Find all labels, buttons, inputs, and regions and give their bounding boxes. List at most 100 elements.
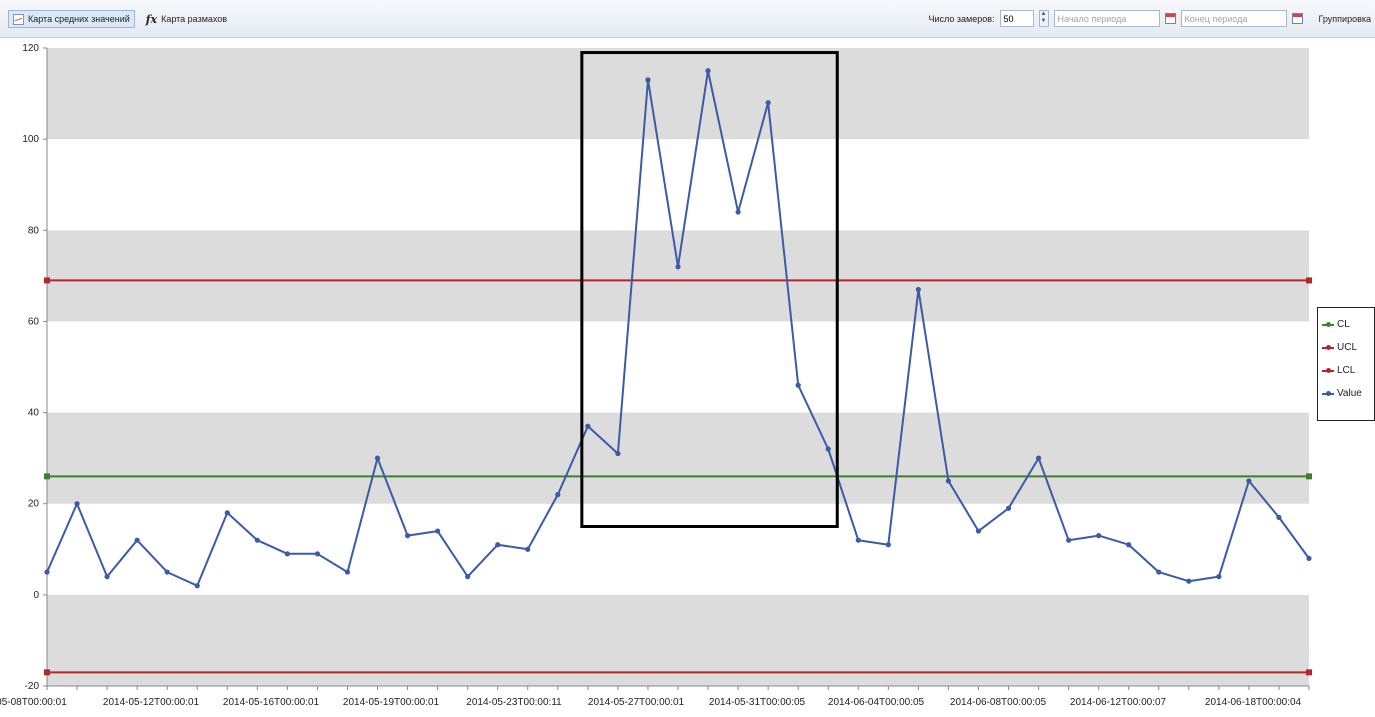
grouping-button[interactable]: Группировка [1318, 13, 1371, 24]
data-point [555, 492, 561, 498]
x-tick-label: 2014-06-18T00:00:04 [1205, 697, 1302, 708]
highlight-box [580, 51, 839, 529]
data-point [675, 264, 681, 270]
data-point [74, 501, 80, 507]
x-tick-label: 2014-05-31T00:00:05 [709, 697, 806, 708]
samples-input[interactable] [999, 10, 1034, 27]
chart-axes: -20 0 20 40 60 80 100 120 4-05-08T00:00:01 2014-0… [0, 43, 1310, 708]
series-point-lcl [44, 669, 50, 676]
y-tick-label: 80 [28, 225, 40, 236]
series-point-cl [1306, 473, 1312, 480]
data-point [404, 533, 411, 539]
tab-ranges-label: Карта размахов [161, 14, 228, 24]
value-series [44, 68, 1312, 589]
y-tick-label: 0 [33, 590, 39, 601]
data-point [1035, 455, 1042, 461]
x-tick-label: 2014-05-16T00:00:01 [223, 697, 320, 708]
data-point [344, 569, 351, 575]
control-lines [44, 277, 1312, 676]
legend-label-lcl: LCL [1337, 365, 1356, 376]
x-tick-label: 2014-05-12T00:00:01 [103, 697, 200, 708]
tab-means-chart[interactable]: Карта средних значений [8, 10, 135, 28]
data-point [765, 100, 771, 106]
data-point [885, 542, 891, 548]
legend-label-value: Value [1337, 388, 1362, 399]
calendar-icon[interactable] [1164, 13, 1176, 24]
x-tick-label: 2014-05-27T00:00:01 [588, 697, 685, 708]
data-point [1216, 574, 1222, 580]
data-point [615, 450, 621, 457]
fx-icon: fx [145, 12, 158, 26]
y-tick-label: 100 [22, 134, 39, 145]
series-point-ucl [1306, 277, 1312, 284]
data-point [1005, 505, 1012, 511]
y-band [47, 230, 1309, 322]
y-band [47, 321, 1309, 413]
y-tick-label: -20 [25, 681, 40, 692]
legend-label-ucl: UCL [1337, 342, 1358, 353]
x-tick-label: 4-05-08T00:00:01 [0, 697, 67, 708]
legend-item-cl: CL [1318, 316, 1374, 333]
data-point [435, 528, 441, 534]
data-point [525, 546, 531, 552]
data-point [645, 77, 651, 83]
data-point [855, 537, 861, 543]
data-point [134, 537, 140, 543]
y-tick-label: 120 [22, 43, 39, 54]
samples-label: Число замеров: [928, 13, 995, 24]
tab-ranges-chart[interactable]: fx Карта размахов [141, 10, 232, 28]
chart-filters: Число замеров: ▲▼ Группировка [928, 10, 1371, 27]
legend-item-lcl: LCL [1318, 362, 1374, 379]
data-point [1276, 514, 1282, 520]
chart-bands [47, 48, 1309, 686]
y-tick-label: 40 [28, 408, 40, 419]
y-band [47, 48, 1309, 140]
data-point [1156, 569, 1162, 575]
data-point [915, 286, 921, 293]
data-point [254, 537, 260, 543]
legend-item-ucl: UCL [1318, 339, 1374, 356]
data-point [1246, 478, 1252, 484]
legend-label-cl: CL [1337, 319, 1350, 330]
series-point-ucl [44, 277, 50, 284]
data-point [1066, 537, 1072, 543]
x-tick-label: 2014-05-23T00:00:11 [466, 697, 562, 708]
chart-toolbar: Карта средних значений fx Карта размахов… [0, 0, 1375, 38]
legend-item-value: Value [1318, 385, 1374, 402]
data-point [1306, 555, 1312, 562]
x-tick-label: 2014-06-12T00:00:07 [1070, 697, 1167, 708]
calendar-icon[interactable] [1291, 13, 1303, 24]
y-band [47, 412, 1309, 504]
series-point-lcl [1306, 669, 1312, 676]
data-point [945, 478, 952, 484]
data-point [735, 209, 741, 215]
data-point [705, 68, 711, 74]
chart-legend: CL UCL LCL Value [1317, 307, 1375, 421]
data-point [224, 510, 230, 516]
data-point [795, 382, 801, 388]
data-point [825, 446, 831, 452]
chart-icon [13, 13, 24, 25]
series-point-cl [44, 473, 50, 480]
data-point [164, 569, 170, 575]
data-point [1096, 533, 1102, 539]
period-end-input[interactable] [1180, 10, 1287, 27]
data-point [374, 455, 381, 461]
data-point [975, 528, 982, 534]
data-point [1126, 542, 1132, 548]
y-tick-label: 20 [28, 499, 40, 510]
data-point [1186, 578, 1192, 584]
data-point [585, 423, 591, 429]
data-point [44, 569, 50, 575]
data-point [465, 574, 471, 580]
data-point [284, 551, 290, 557]
data-point [194, 583, 200, 589]
samples-spinner[interactable]: ▲ ▼ [1038, 10, 1049, 27]
data-point [104, 574, 110, 580]
x-tick-label: 2014-06-04T00:00:05 [828, 697, 925, 708]
period-start-input[interactable] [1053, 10, 1160, 27]
y-band [47, 503, 1309, 595]
data-point [314, 551, 321, 557]
y-tick-label: 60 [28, 316, 40, 327]
x-tick-label: 2014-06-08T00:00:05 [950, 697, 1047, 708]
